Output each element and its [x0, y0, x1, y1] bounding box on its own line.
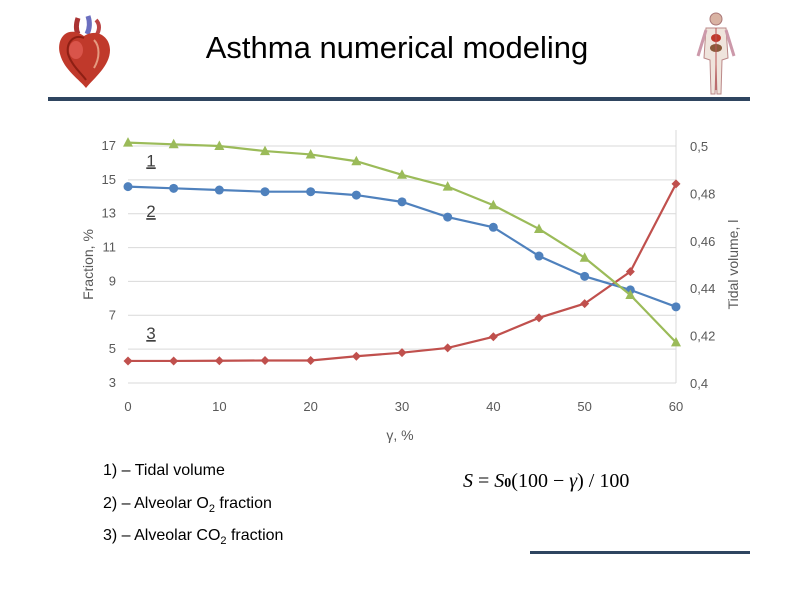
legend-alveolar-o2: 2) – Alveolar O2 fraction [103, 495, 272, 516]
series-2-point [443, 212, 453, 222]
series-2-point [306, 187, 316, 197]
series-1-point [488, 332, 498, 342]
x-tick-label: 20 [303, 399, 317, 414]
series-2-point [534, 251, 544, 261]
y2-tick-label: 0,42 [690, 329, 715, 344]
x-tick-label: 10 [212, 399, 226, 414]
series-1-point [580, 299, 590, 309]
series-1-point [123, 356, 133, 366]
series-2-point [351, 190, 361, 200]
series-1-point [625, 267, 635, 277]
y-axis-title: Fraction, % [80, 229, 96, 300]
y-tick-label: 5 [109, 341, 116, 356]
series-3-point [123, 137, 133, 147]
anatomy-figure-icon [694, 10, 738, 101]
series-3-point [305, 148, 316, 159]
y-tick-label: 11 [103, 240, 117, 255]
series-2-point [580, 271, 590, 281]
curve-annotation-label: 1 [146, 151, 155, 170]
series-1-point [214, 356, 224, 366]
x-axis-title: γ, % [386, 427, 413, 443]
series-3-point [488, 199, 499, 210]
series-1-point [169, 356, 179, 366]
series-3-point [214, 140, 225, 150]
series-1-point [397, 348, 407, 358]
series-1-point [534, 313, 544, 323]
x-tick-label: 50 [577, 399, 591, 414]
series-2-point [397, 197, 407, 207]
curve-annotation-label: 3 [146, 324, 155, 343]
series-1-point [443, 343, 453, 353]
y-tick-label: 17 [102, 138, 116, 153]
y2-tick-label: 0,48 [690, 186, 715, 201]
series-3-point [579, 252, 590, 262]
y2-tick-label: 0,5 [690, 139, 708, 154]
x-tick-label: 0 [124, 399, 131, 414]
page-title: Asthma numerical modeling [205, 30, 589, 65]
header-divider [48, 97, 750, 101]
legend-tidal-volume: 1) – Tidal volume [103, 462, 225, 479]
series-2-point [214, 185, 224, 195]
series-line-1 [128, 183, 677, 363]
y2-tick-label: 0,4 [690, 376, 708, 391]
y2-tick-label: 0,44 [690, 281, 715, 296]
y-tick-label: 15 [102, 172, 116, 187]
series-2-point [260, 187, 270, 197]
formula: S = S0(100 − γ) / 100 [463, 470, 630, 492]
series-1-point [260, 355, 270, 365]
series-2-point [123, 182, 133, 192]
y-tick-label: 7 [109, 307, 116, 322]
y-tick-label: 13 [102, 206, 116, 221]
legend-alveolar-co2: 3) – Alveolar CO2 fraction [103, 527, 284, 548]
series-2-point [169, 183, 179, 193]
series-1-point [306, 355, 316, 365]
series-1-point [351, 351, 361, 361]
x-tick-label: 60 [669, 399, 683, 414]
y-tick-label: 9 [109, 273, 116, 288]
heart-icon [54, 14, 114, 95]
footer-divider [530, 551, 750, 554]
x-tick-label: 30 [395, 399, 409, 414]
curve-annotation-label: 2 [146, 202, 155, 221]
series-3-point [671, 336, 681, 347]
y2-tick-label: 0,46 [690, 234, 715, 249]
series-3-point [625, 289, 636, 299]
series-3-point [168, 138, 179, 149]
series-3-point [351, 155, 362, 166]
series-3-point [534, 223, 544, 233]
series-1-point [671, 179, 681, 189]
series-2-point [488, 222, 498, 232]
series-2-point [671, 302, 681, 312]
x-tick-label: 40 [486, 399, 500, 414]
series-3-point [442, 181, 453, 191]
y-tick-label: 3 [109, 375, 116, 390]
y2-axis-title: Tidal volume, l [725, 220, 741, 310]
series-3-point [397, 169, 407, 179]
series-3-point [260, 145, 270, 156]
